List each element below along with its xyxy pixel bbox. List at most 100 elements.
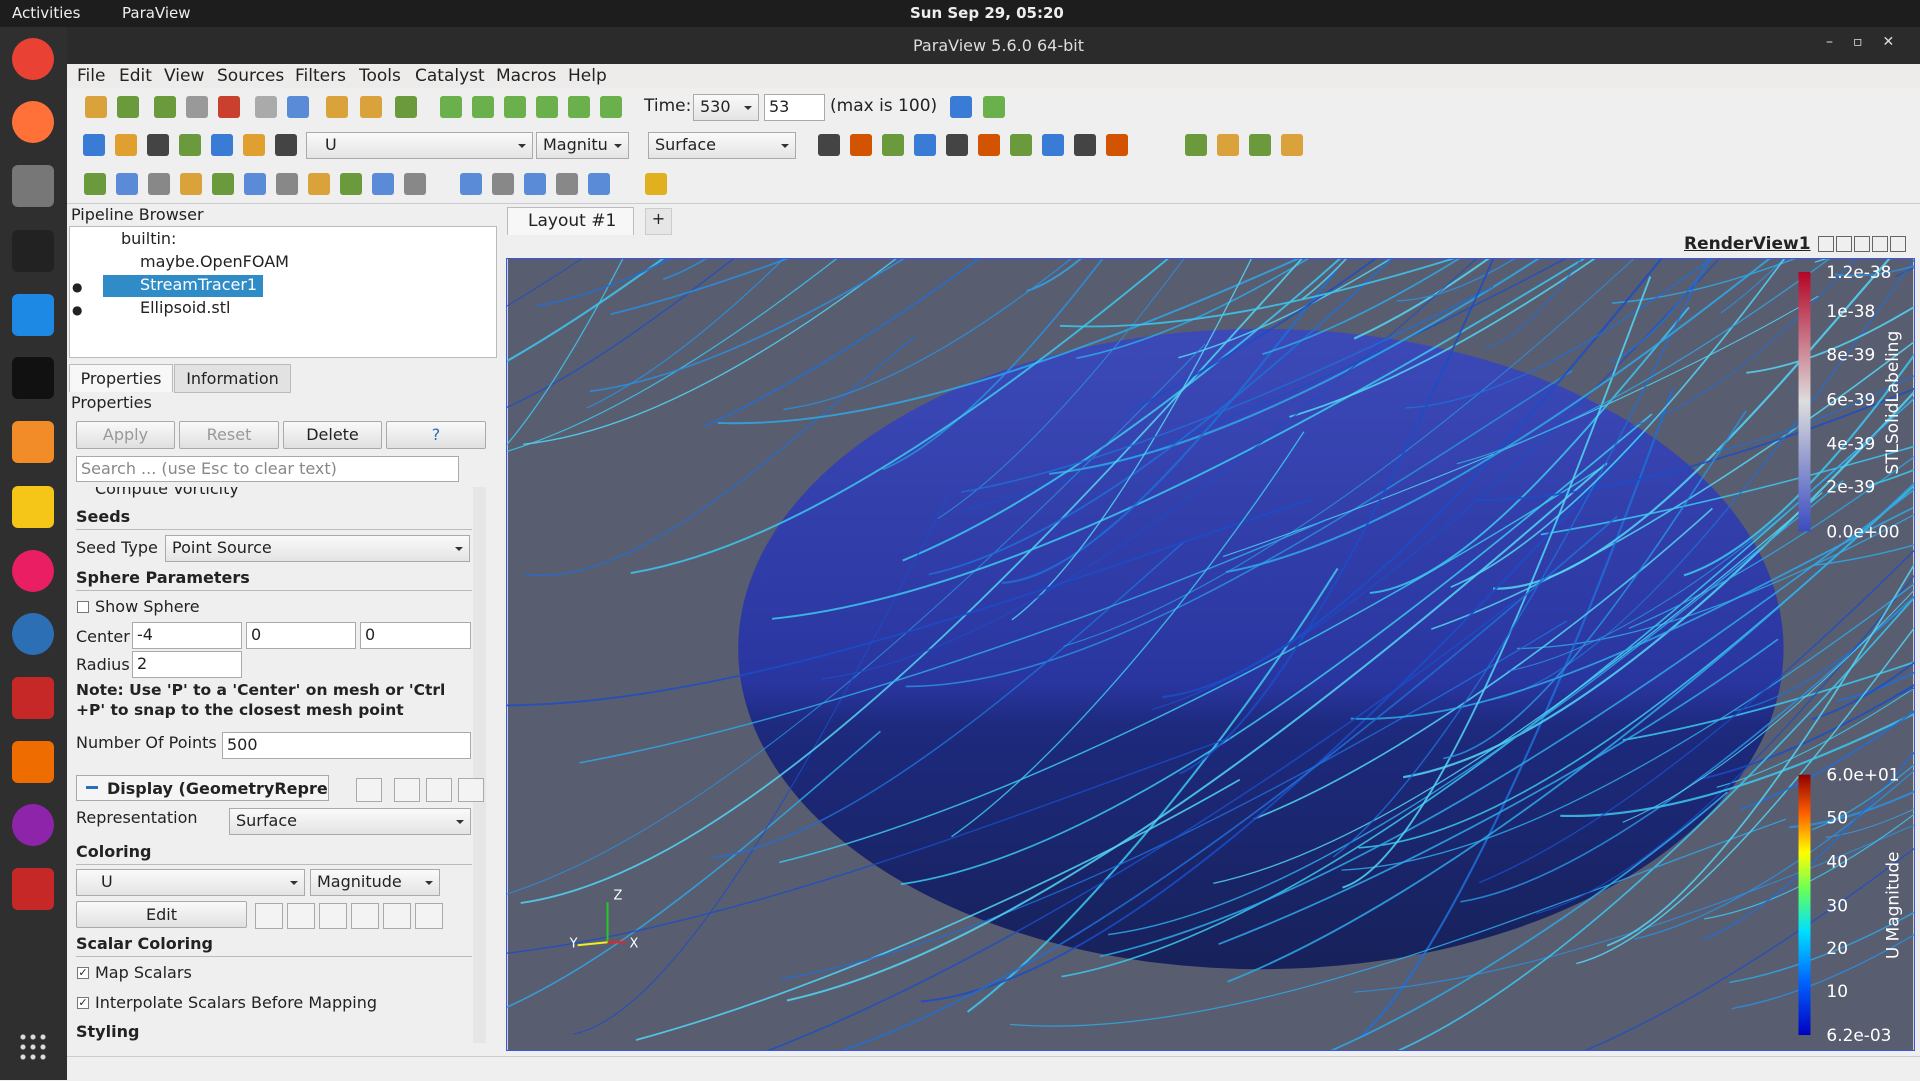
toolbar-icon[interactable] (983, 96, 1005, 118)
checkbox-label[interactable]: Interpolate Scalars Before Mapping (95, 993, 377, 1012)
dock-icon[interactable] (12, 294, 54, 336)
menu-item[interactable]: Macros (496, 66, 556, 86)
menu-item[interactable]: Edit (119, 66, 152, 86)
toolbar-icon[interactable] (115, 134, 137, 156)
toolbar-icon[interactable] (218, 96, 240, 118)
toolbar-icon[interactable] (1249, 134, 1271, 156)
panel-button[interactable] (383, 903, 411, 929)
dock-icon[interactable] (12, 421, 54, 463)
scrollbar[interactable] (473, 487, 486, 1043)
menu-item[interactable]: File (77, 66, 105, 86)
checkbox-label[interactable]: Compute Vorticity (95, 487, 239, 498)
array-combo[interactable]: U (306, 132, 533, 159)
panel-button[interactable] (319, 903, 347, 929)
toolbar-icon[interactable] (914, 134, 936, 156)
toolbar-icon[interactable] (1281, 134, 1303, 156)
pipeline-item[interactable]: maybe.OpenFOAM (140, 252, 289, 271)
toolbar-icon[interactable] (850, 134, 872, 156)
toolbar-icon[interactable] (818, 134, 840, 156)
pipeline-item[interactable]: builtin: (121, 229, 176, 248)
toolbar-icon[interactable] (1074, 134, 1096, 156)
toolbar-icon[interactable] (255, 96, 277, 118)
display-header[interactable]: Display (GeometryRepres (76, 775, 329, 801)
view-button[interactable] (1872, 236, 1888, 252)
help-button[interactable]: ? (386, 421, 486, 449)
pipeline-item[interactable]: Ellipsoid.stl (140, 298, 230, 317)
panel-button[interactable] (394, 778, 420, 802)
toolbar-icon[interactable] (536, 96, 558, 118)
menu-item[interactable]: Sources (217, 66, 284, 86)
toolbar-icon[interactable] (1010, 134, 1032, 156)
toolbar-icon[interactable] (180, 173, 202, 195)
delete-button[interactable]: Delete (283, 421, 382, 449)
toolbar-icon[interactable] (85, 96, 107, 118)
collapse-icon[interactable] (86, 786, 98, 789)
center-input[interactable]: 0 (360, 622, 471, 649)
dock-icon[interactable] (12, 868, 54, 910)
toolbar-icon[interactable] (186, 96, 208, 118)
layout-tab-label[interactable]: Layout #1 (528, 211, 616, 231)
toolbar-icon[interactable] (212, 173, 234, 195)
tab[interactable]: Properties (69, 364, 173, 392)
dock-icon[interactable] (12, 486, 54, 528)
toolbar-icon[interactable] (1185, 134, 1207, 156)
checkbox[interactable] (77, 601, 89, 613)
toolbar-icon[interactable] (116, 173, 138, 195)
toolbar-icon[interactable] (946, 134, 968, 156)
toolbar-icon[interactable] (524, 173, 546, 195)
toolbar-icon[interactable] (472, 96, 494, 118)
toolbar-icon[interactable] (950, 96, 972, 118)
toolbar-icon[interactable] (492, 173, 514, 195)
toolbar-icon[interactable] (147, 134, 169, 156)
toolbar-icon[interactable] (326, 96, 348, 118)
toolbar-icon[interactable] (404, 173, 426, 195)
toolbar-icon[interactable] (395, 96, 417, 118)
tab[interactable]: Information (174, 364, 291, 393)
view-button[interactable] (1818, 236, 1834, 252)
toolbar-icon[interactable] (276, 173, 298, 195)
view-button[interactable] (1890, 236, 1906, 252)
toolbar-icon[interactable] (1106, 134, 1128, 156)
toolbar-icon[interactable] (460, 173, 482, 195)
toolbar-icon[interactable] (287, 96, 309, 118)
toolbar-icon[interactable] (556, 173, 578, 195)
radius-input[interactable]: 2 (132, 651, 242, 678)
toolbar-icon[interactable] (360, 96, 382, 118)
menu-item[interactable]: Help (568, 66, 607, 86)
center-input[interactable]: 0 (246, 622, 356, 649)
dock-icon[interactable] (12, 357, 54, 399)
toolbar-icon[interactable] (588, 173, 610, 195)
dock-icon[interactable] (12, 677, 54, 719)
component-combo[interactable]: Magnitu (536, 132, 629, 159)
reset-button[interactable]: Reset (179, 421, 279, 449)
points-input[interactable]: 500 (222, 732, 471, 759)
panel-button[interactable] (415, 903, 443, 929)
app-menu[interactable]: ParaView (122, 4, 191, 22)
toolbar-icon[interactable] (179, 134, 201, 156)
dock-icon[interactable] (12, 550, 54, 592)
edit-button[interactable]: Edit (76, 901, 247, 928)
render-view[interactable]: 1.2e-381e-388e-396e-394e-392e-390.0e+00S… (506, 258, 1915, 1051)
menu-item[interactable]: Filters (295, 66, 346, 86)
toolbar-icon[interactable] (1042, 134, 1064, 156)
representation-combo[interactable]: Surface (229, 808, 471, 835)
dock-icon[interactable] (12, 804, 54, 846)
checkbox[interactable]: ✓ (77, 967, 89, 979)
toolbar-icon[interactable] (244, 173, 266, 195)
seed-type-combo[interactable]: Point Source (165, 535, 470, 562)
toolbar-icon[interactable] (211, 134, 233, 156)
pipeline-item[interactable]: StreamTracer1 (140, 275, 257, 294)
add-layout[interactable]: + (645, 208, 672, 235)
checkbox-label[interactable]: Map Scalars (95, 963, 192, 982)
toolbar-icon[interactable] (600, 96, 622, 118)
activities[interactable]: Activities (12, 4, 80, 22)
dock-icon[interactable] (12, 165, 54, 207)
checkbox-label[interactable]: Show Sphere (95, 597, 200, 616)
menu-item[interactable]: View (164, 66, 204, 86)
menu-item[interactable]: Catalyst (415, 66, 485, 86)
toolbar-icon[interactable] (372, 173, 394, 195)
apply-button[interactable]: Apply (76, 421, 175, 449)
toolbar-icon[interactable] (243, 134, 265, 156)
clock[interactable]: Sun Sep 29, 05:20 (910, 4, 1064, 22)
dock-icon[interactable] (12, 38, 54, 80)
